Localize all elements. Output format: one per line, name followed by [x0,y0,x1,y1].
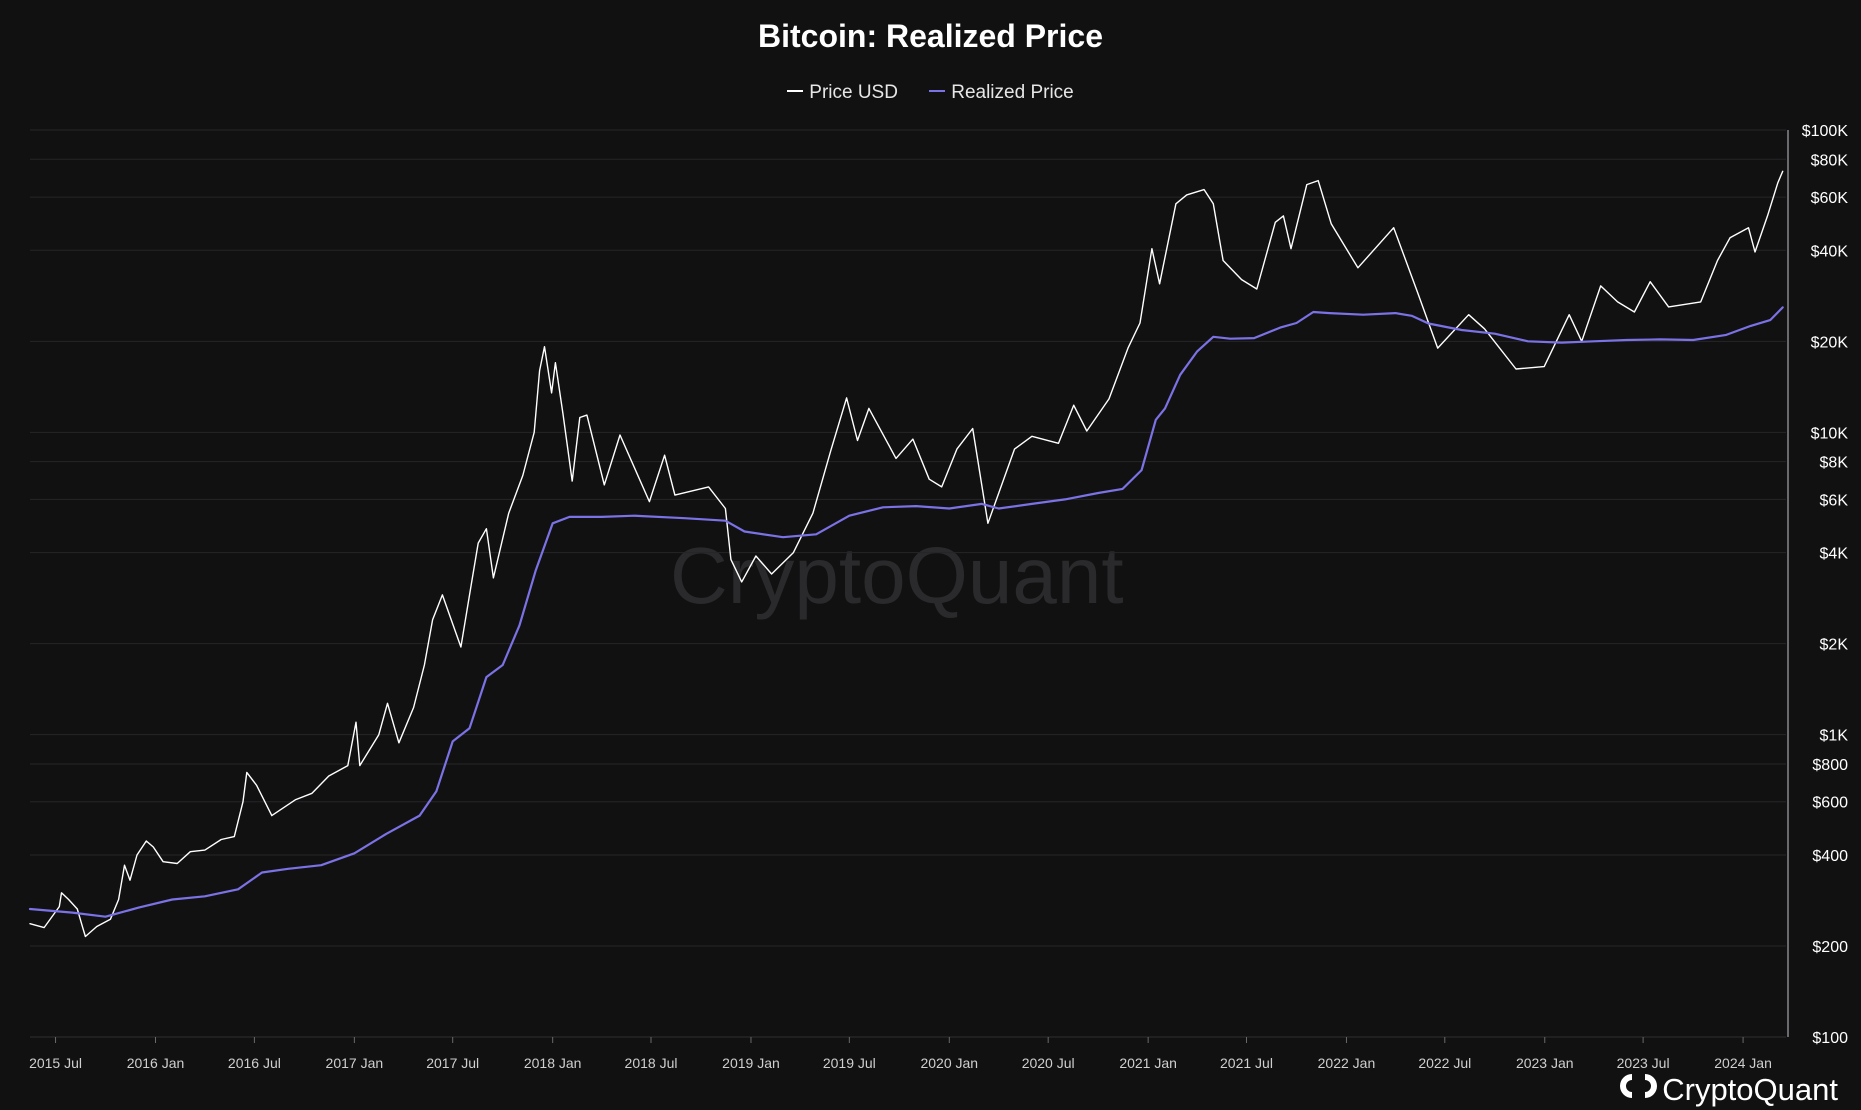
x-tick-label: 2017 Jan [326,1055,384,1071]
y-tick-label: $20K [1811,334,1849,351]
y-tick-label: $200 [1812,939,1848,956]
x-tick-label: 2023 Jan [1516,1055,1574,1071]
y-tick-label: $1K [1820,728,1849,745]
x-tick-label: 2018 Jul [625,1055,678,1071]
x-tick-label: 2019 Jul [823,1055,876,1071]
x-tick-label: 2024 Jan [1714,1055,1772,1071]
series-line-realized-price [28,306,1784,918]
x-tick-label: 2020 Jan [920,1055,978,1071]
x-tick-label: 2021 Jan [1119,1055,1177,1071]
y-tick-label: $100K [1802,123,1849,140]
x-tick-label: 2022 Jul [1418,1055,1471,1071]
x-tick-label: 2023 Jul [1617,1055,1670,1071]
legend-label-price-usd: Price USD [809,82,898,103]
y-tick-label: $4K [1820,546,1849,563]
x-tick-label: 2021 Jul [1220,1055,1273,1071]
y-tick-label: $40K [1811,243,1849,260]
chart-legend: Price USD Realized Price [0,82,1861,104]
x-tick-label: 2022 Jan [1318,1055,1376,1071]
legend-item-realized-price[interactable]: Realized Price [929,82,1074,104]
x-tick-label: 2016 Jul [228,1055,281,1071]
brand-logo: CryptoQuant [1619,1071,1838,1107]
y-tick-label: $6K [1820,492,1849,509]
y-tick-label: $100 [1812,1030,1848,1047]
chart-title: Bitcoin: Realized Price [758,18,1103,54]
x-tick-label: 2015 Jul [29,1055,82,1071]
x-tick-label: 2019 Jan [722,1055,780,1071]
x-tick-label: 2018 Jan [524,1055,582,1071]
legend-label-realized-price: Realized Price [951,82,1074,103]
cryptoquant-logo-icon [1619,1071,1659,1107]
legend-swatch-price-usd [787,89,804,92]
series-line-price-usd [29,170,1784,938]
y-tick-label: $600 [1812,795,1848,812]
y-tick-label: $8K [1820,455,1849,472]
x-tick-label: 2017 Jul [426,1055,479,1071]
y-tick-label: $800 [1812,757,1848,774]
brand-name: CryptoQuant [1662,1072,1838,1107]
y-tick-label: $10K [1811,425,1849,442]
legend-swatch-realized-price [929,89,946,92]
y-tick-label: $400 [1812,848,1848,865]
y-tick-label: $80K [1811,152,1849,169]
x-tick-label: 2016 Jan [127,1055,185,1071]
y-tick-label: $60K [1811,190,1849,207]
legend-item-price-usd[interactable]: Price USD [787,82,898,104]
x-tick-label: 2020 Jul [1022,1055,1075,1071]
y-tick-label: $2K [1820,637,1849,654]
